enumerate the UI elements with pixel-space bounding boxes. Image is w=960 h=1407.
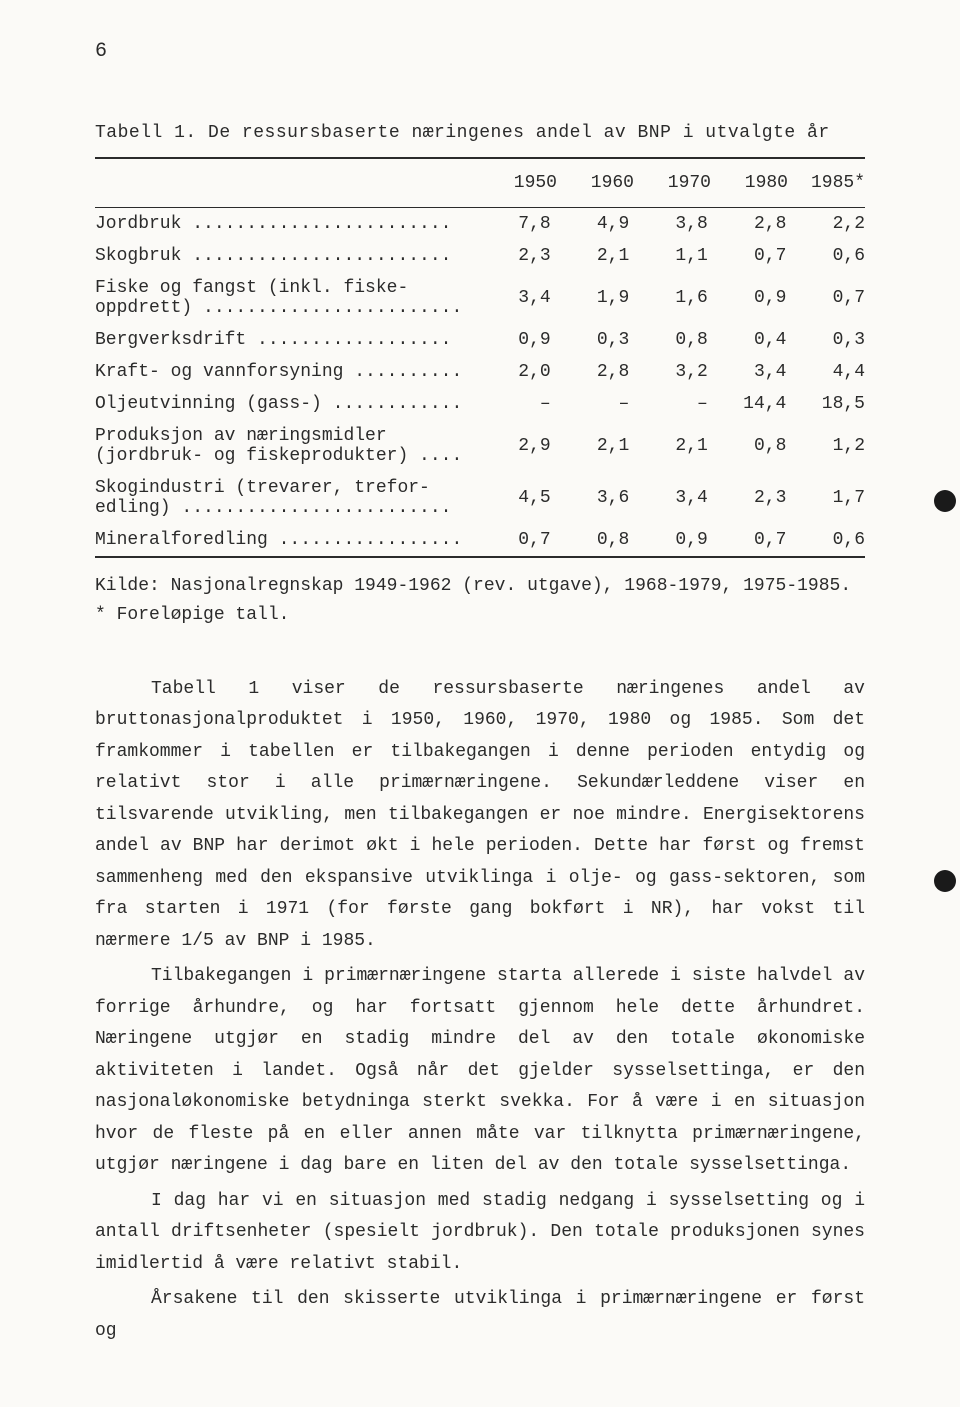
body-text: Tabell 1 viser de ressursbaserte næringe… [95,674,865,1348]
row-label: Oljeutvinning (gass-) ............ [95,388,472,420]
cell-value: 2,1 [551,240,630,272]
cell-value: 0,4 [708,324,787,356]
source-line: Kilde: Nasjonalregnskap 1949-1962 (rev. … [95,572,865,601]
cell-value: 0,7 [786,272,865,324]
cell-value: 2,3 [472,240,551,272]
row-label: Jordbruk ........................ [95,208,472,240]
cell-value: 2,8 [551,356,630,388]
cell-value: 1,1 [629,240,708,272]
cell-value: 2,0 [472,356,551,388]
data-table-body: Jordbruk ........................7,84,93… [95,208,865,556]
punch-hole-mark [934,870,956,892]
cell-value: 0,3 [786,324,865,356]
source-note: * Foreløpige tall. [95,601,865,630]
cell-value: 0,7 [708,524,787,556]
paragraph: Tabell 1 viser de ressursbaserte næringe… [95,674,865,958]
cell-value: 1,9 [551,272,630,324]
cell-value: 18,5 [786,388,865,420]
cell-value: 7,8 [472,208,551,240]
page-number: 6 [95,40,865,63]
cell-value: 0,9 [708,272,787,324]
year-header: 1985* [788,159,865,207]
cell-value: 2,8 [708,208,787,240]
year-header: 1960 [557,159,634,207]
table-row: Fiske og fangst (inkl. fiske- oppdrett) … [95,272,865,324]
cell-value: 3,4 [629,472,708,524]
cell-value: 4,4 [786,356,865,388]
cell-value: 3,2 [629,356,708,388]
year-header: 1970 [634,159,711,207]
cell-value: 1,7 [786,472,865,524]
table-row: Bergverksdrift ..................0,90,30… [95,324,865,356]
cell-value: 0,7 [472,524,551,556]
cell-value: 0,8 [629,324,708,356]
table-row: Produksjon av næringsmidler (jordbruk- o… [95,420,865,472]
cell-value: – [629,388,708,420]
cell-value: 3,4 [708,356,787,388]
cell-value: 0,9 [629,524,708,556]
table-row: Skogbruk ........................2,32,11… [95,240,865,272]
cell-value: 2,9 [472,420,551,472]
row-label: Skogindustri (trevarer, trefor- edling) … [95,472,472,524]
row-label: Bergverksdrift .................. [95,324,472,356]
paragraph: Tilbakegangen i primærnæringene starta a… [95,961,865,1182]
punch-hole-mark [934,490,956,512]
cell-value: 1,2 [786,420,865,472]
table-row: Kraft- og vannforsyning ..........2,02,8… [95,356,865,388]
cell-value: 3,8 [629,208,708,240]
table-row: Oljeutvinning (gass-) ............–––14,… [95,388,865,420]
table-rule-bottom [95,556,865,558]
cell-value: 0,6 [786,524,865,556]
cell-value: 1,6 [629,272,708,324]
cell-value: 0,9 [472,324,551,356]
cell-value: 0,3 [551,324,630,356]
year-header: 1980 [711,159,788,207]
cell-value: 4,5 [472,472,551,524]
data-table: 1950 1960 1970 1980 1985* [95,159,865,207]
cell-value: 14,4 [708,388,787,420]
cell-value: 2,1 [629,420,708,472]
cell-value: 0,8 [551,524,630,556]
cell-value: 3,4 [472,272,551,324]
cell-value: 0,6 [786,240,865,272]
row-label: Kraft- og vannforsyning .......... [95,356,472,388]
table-row: Skogindustri (trevarer, trefor- edling) … [95,472,865,524]
cell-value: 2,3 [708,472,787,524]
cell-value: 3,6 [551,472,630,524]
row-label: Fiske og fangst (inkl. fiske- oppdrett) … [95,272,472,324]
table-header-row: 1950 1960 1970 1980 1985* [95,159,865,207]
paragraph: I dag har vi en situasjon med stadig ned… [95,1186,865,1281]
cell-value: 4,9 [551,208,630,240]
cell-value: 2,2 [786,208,865,240]
cell-value: – [551,388,630,420]
table-title: Tabell 1. De ressursbaserte næringenes a… [95,123,865,143]
row-label: Mineralforedling ................. [95,524,472,556]
row-label: Produksjon av næringsmidler (jordbruk- o… [95,420,472,472]
paragraph: Årsakene til den skisserte utviklinga i … [95,1284,865,1347]
cell-value: 0,8 [708,420,787,472]
table-row: Mineralforedling .................0,70,8… [95,524,865,556]
cell-value: 0,7 [708,240,787,272]
table-row: Jordbruk ........................7,84,93… [95,208,865,240]
year-header: 1950 [480,159,557,207]
cell-value: – [472,388,551,420]
cell-value: 2,1 [551,420,630,472]
row-label: Skogbruk ........................ [95,240,472,272]
